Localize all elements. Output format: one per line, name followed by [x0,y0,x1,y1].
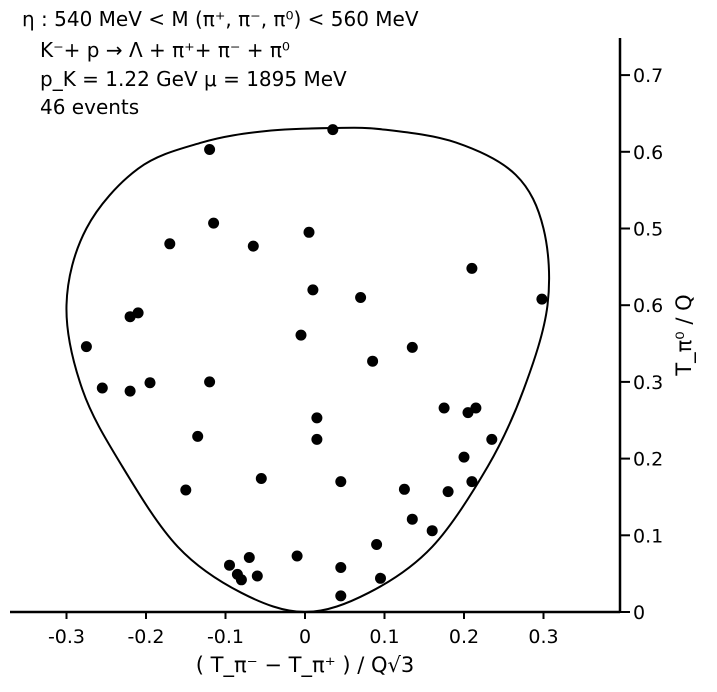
x-axis-ticks: -0.3 -0.2 -0.1 0 0.1 0.2 0.3 [48,612,559,648]
event-points [80,124,548,602]
y-tick-label: 0.5 [633,219,663,241]
kinematic-boundary-curve [65,126,551,614]
y-tick-label: 0.7 [633,65,663,87]
y-axis-ticks: 0 0.1 0.2 0.3 0.6 0.5 0.6 0.7 [620,65,663,624]
event-point [311,412,323,424]
y-tick-label: 0.6 [633,295,663,317]
event-point [243,552,255,563]
event-point [204,144,216,155]
event-point [371,539,383,550]
event-point [466,476,478,488]
event-point [458,451,470,463]
event-point [335,562,347,573]
event-point [144,377,156,389]
event-point [180,484,192,496]
event-point [124,311,136,323]
title-line-4: 46 events [40,95,139,119]
event-point [462,407,474,419]
event-point [192,430,204,442]
event-point [124,385,136,397]
event-point [486,433,498,445]
chart-title-block: η : 540 MeV < M (π⁺, π⁻, π⁰) < 560 MeV K… [22,7,419,119]
event-point [438,402,450,414]
event-point [442,486,454,498]
event-point [224,559,235,571]
event-point [335,590,347,602]
event-point [164,238,176,250]
event-point [355,292,367,303]
x-axis-label: ( T_π⁻ − T_π⁺ ) / Q√3 [196,653,415,678]
x-tick-label: 0.2 [449,626,479,648]
x-tick-label: 0.3 [528,626,558,648]
event-point [80,341,92,353]
event-point [406,513,418,525]
y-tick-label: 0.3 [633,372,663,394]
event-point [255,473,267,484]
event-point [375,572,386,584]
event-point [307,284,319,296]
event-point [96,382,108,394]
event-point [426,525,438,537]
x-tick-label: -0.2 [127,626,164,648]
event-point [204,376,216,388]
y-axis-label: T_π⁰ / Q [672,294,697,376]
event-point [303,226,315,238]
event-point [247,240,259,252]
title-line-3: p_K = 1.22 GeV μ = 1895 MeV [40,67,347,91]
event-point [291,550,303,562]
event-point [251,570,263,582]
y-tick-label: 0.1 [633,525,663,547]
event-point [235,574,247,586]
y-tick-label: 0.2 [633,449,663,471]
y-tick-label: 0.6 [633,142,663,164]
event-point [208,217,220,229]
x-tick-label: 0.1 [369,626,399,648]
event-point [327,124,339,136]
x-tick-label: 0 [299,626,311,648]
event-point [311,433,323,445]
event-point [398,483,410,495]
event-point [367,355,379,367]
title-line-2: K⁻+ p → Λ + π⁺+ π⁻ + π⁰ [40,38,290,62]
y-tick-label: 0 [633,602,645,624]
event-point [536,293,548,305]
x-tick-label: -0.1 [207,626,244,648]
event-point [466,262,478,274]
x-tick-label: -0.3 [48,626,85,648]
title-line-1: η : 540 MeV < M (π⁺, π⁻, π⁰) < 560 MeV [22,7,419,31]
event-point [406,341,418,353]
event-point [335,476,347,488]
event-point [295,329,307,341]
